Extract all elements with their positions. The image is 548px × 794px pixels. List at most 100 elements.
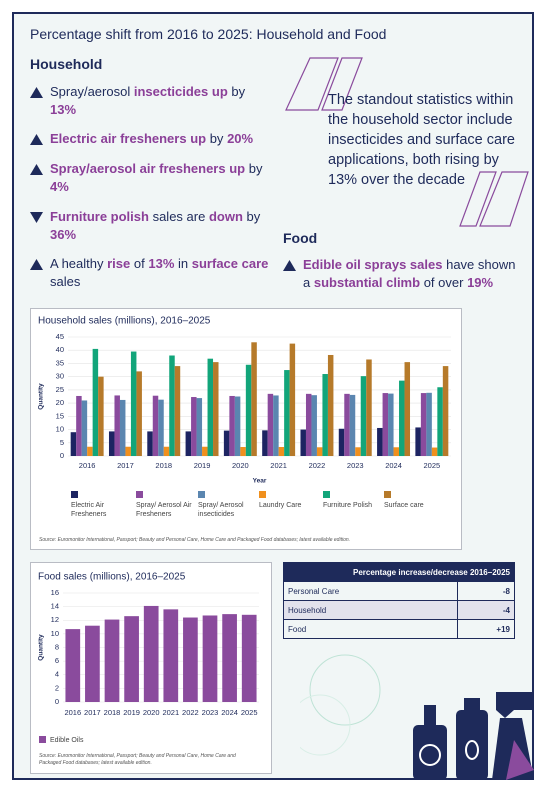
- legend-item: Electric Air Fresheners: [71, 491, 129, 519]
- bar: [124, 616, 139, 702]
- chart-household: Household sales (millions), 2016–2025 Qua…: [30, 308, 462, 550]
- bar: [185, 431, 192, 456]
- bar: [278, 447, 285, 456]
- x-tick-label: 2017: [84, 708, 101, 717]
- bullet: Electric air fresheners up by 20%: [30, 130, 270, 148]
- emphasis: 13%: [50, 102, 77, 117]
- bar: [213, 362, 219, 456]
- bar: [108, 431, 115, 456]
- bar: [202, 446, 208, 456]
- bar: [393, 447, 400, 456]
- cell: Personal Care: [283, 581, 458, 601]
- emphasis: insecticides up: [133, 84, 228, 99]
- bar: [284, 370, 290, 456]
- chart-food: Food sales (millions), 2016–2025 Quantity…: [30, 562, 272, 774]
- y-tick-label: 5: [60, 438, 64, 447]
- bar: [104, 619, 120, 702]
- x-tick-label: 2016: [79, 461, 96, 470]
- up-arrow: [30, 164, 43, 175]
- emphasis: Furniture polish: [50, 209, 149, 224]
- emphasis: Edible oil sprays sales: [303, 257, 443, 272]
- y-tick-label: 4: [55, 670, 59, 679]
- bar: [174, 366, 181, 456]
- y-tick-label: 10: [56, 425, 64, 434]
- bar: [222, 614, 237, 702]
- source-note: Source: Euromonitor International, Passp…: [39, 537, 351, 543]
- bar: [399, 380, 405, 456]
- bar: [251, 342, 257, 456]
- chart: Food sales (millions), 2016–2025 Quantity…: [38, 572, 259, 717]
- household-heading: Household: [30, 56, 103, 72]
- text: by: [231, 84, 246, 99]
- x-tick-label: 2016: [64, 708, 81, 717]
- text: A healthy: [50, 256, 104, 271]
- bar: [273, 395, 279, 456]
- bar: [366, 359, 372, 456]
- y-tick-label: 45: [56, 332, 64, 341]
- bar: [388, 393, 394, 456]
- bar: [85, 625, 100, 702]
- legend-swatch: [39, 736, 46, 743]
- bar: [262, 430, 268, 456]
- text: in: [178, 256, 189, 271]
- chart-title: Food sales (millions), 2016–2025: [38, 572, 186, 583]
- y-tick-label: 16: [51, 588, 59, 597]
- bar: [338, 428, 345, 456]
- bar: [311, 395, 317, 456]
- bullet: Spray/aerosol insecticides up by 13%: [30, 83, 270, 119]
- cell: -8: [457, 581, 515, 601]
- bar: [70, 432, 77, 456]
- y-tick-label: 6: [55, 656, 59, 665]
- table-row: Personal Care -8: [283, 581, 515, 601]
- legend-swatch: [71, 491, 78, 498]
- bar: [158, 399, 164, 456]
- food-heading: Food: [283, 230, 318, 246]
- decoration: [300, 654, 534, 780]
- legend-swatch: [323, 491, 330, 498]
- legend-label: Electric Air Fresheners: [71, 502, 107, 518]
- bar: [136, 371, 142, 456]
- bar: [245, 364, 252, 456]
- up-arrow: [30, 87, 43, 98]
- bar: [382, 393, 389, 456]
- legend-label: Surface care: [384, 502, 424, 509]
- legend-label: Edible Oils: [50, 737, 84, 744]
- x-tick-label: 2022: [309, 461, 326, 470]
- bar: [163, 446, 170, 456]
- page-title: Percentage shift from 2016 to 2025: Hous…: [30, 26, 387, 42]
- x-tick-label: 2020: [232, 461, 249, 470]
- emphasis: down: [208, 209, 243, 224]
- y-tick-label: 30: [56, 372, 64, 381]
- x-tick-label: 2018: [104, 708, 121, 717]
- x-tick-label: 2023: [347, 461, 364, 470]
- bullet: Furniture polish sales are down by 36%: [30, 208, 270, 244]
- x-tick-label: 2020: [143, 708, 160, 717]
- bar: [65, 629, 81, 702]
- text: by: [209, 131, 224, 146]
- y-axis-label: Quantity: [38, 634, 45, 661]
- quote: The standout statistics within the house…: [328, 92, 515, 188]
- emphasis: Electric air fresheners up: [50, 131, 207, 146]
- bar: [87, 446, 93, 456]
- legend-swatch: [259, 491, 266, 498]
- bar: [322, 374, 328, 456]
- x-tick-label: 2023: [202, 708, 219, 717]
- bar: [437, 387, 443, 456]
- text: by: [246, 209, 261, 224]
- legend-label: Furniture Polish: [323, 502, 373, 509]
- table-header-row: Percentage increase/decrease 2016–2025: [283, 562, 515, 582]
- table: Percentage increase/decrease 2016–2025 P…: [283, 562, 515, 639]
- text: Spray/aerosol: [50, 84, 131, 99]
- bar: [415, 427, 421, 456]
- chart-title: Household sales (millions), 2016–2025: [38, 316, 211, 327]
- emphasis: Spray/aerosol air fresheners up: [50, 161, 246, 176]
- x-tick-label: 2017: [117, 461, 134, 470]
- legend-item: Surface care: [384, 491, 442, 510]
- up-arrow: [30, 259, 43, 270]
- bar: [431, 447, 438, 456]
- bar: [202, 615, 218, 702]
- bar: [300, 429, 306, 456]
- bar: [420, 393, 427, 456]
- source-note: Source: Euromonitor International, Passp…: [39, 753, 236, 766]
